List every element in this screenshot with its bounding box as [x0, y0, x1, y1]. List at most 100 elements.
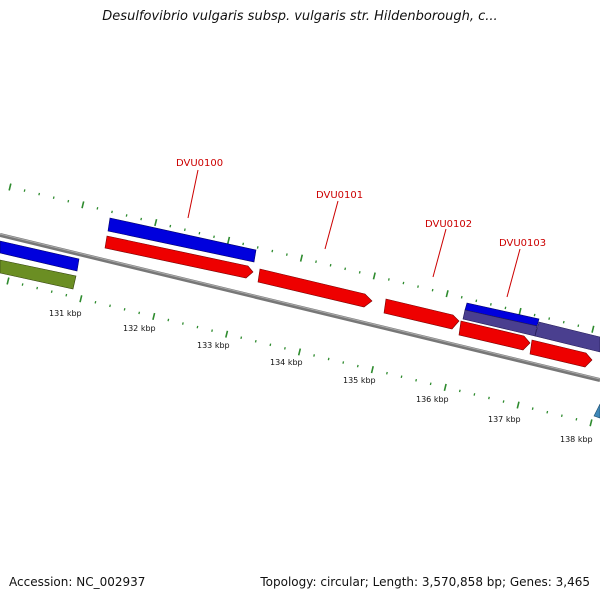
lower-scale-minor-tick [109, 304, 111, 308]
tick-label-133: 133 kbp [197, 341, 230, 350]
upper-scale-minor-tick [548, 317, 551, 320]
upper-scale-minor-tick [198, 231, 201, 235]
gene-label-dvu0100: DVU0100 [176, 158, 223, 169]
upper-scale-minor-tick [431, 288, 434, 292]
upper-scale-major-tick [81, 201, 85, 209]
lower-scale-minor-tick [94, 300, 97, 304]
gene-label-dvu0102: DVU0102 [425, 219, 472, 230]
tick-label-134: 134 kbp [270, 358, 303, 367]
lower-scale-minor-tick [181, 322, 184, 325]
tick-label-132: 132 kbp [123, 324, 156, 333]
gene-olive-left[interactable] [0, 259, 77, 290]
upper-scale-minor-tick [387, 278, 390, 281]
lower-scale-minor-tick [50, 290, 53, 293]
lower-scale-minor-tick [21, 283, 24, 286]
gene-blue-left[interactable] [0, 240, 80, 272]
lower-scale-minor-tick [356, 364, 359, 368]
lower-scale-major-tick [152, 312, 156, 321]
lower-scale-major-tick [6, 277, 10, 285]
leader-dvu0100 [187, 169, 199, 219]
lower-scale-minor-tick [65, 293, 68, 297]
gene-dvu0101-red[interactable] [257, 268, 373, 308]
lower-scale-minor-tick [546, 410, 549, 414]
upper-scale-major-tick [299, 254, 304, 262]
upper-scale-minor-tick [285, 253, 288, 256]
lower-scale-minor-tick [560, 414, 563, 418]
lower-scale-ticks [6, 277, 593, 427]
lower-scale-major-tick [516, 401, 520, 409]
accession-text: Accession: NC_002937 [9, 575, 146, 589]
upper-scale-major-tick [445, 290, 449, 298]
upper-scale-minor-tick [344, 267, 347, 271]
tick-label-138: 138 kbp [560, 435, 593, 444]
lower-scale-major-tick [225, 330, 229, 338]
gene-label-dvu0103: DVU0103 [499, 238, 546, 249]
upper-scale-minor-tick [329, 263, 332, 267]
upper-scale-ticks [8, 183, 595, 333]
upper-scale-major-tick [591, 325, 595, 333]
upper-scale-minor-tick [460, 295, 463, 299]
upper-scale-minor-tick [67, 199, 70, 203]
gene-label-dvu0101: DVU0101 [316, 190, 363, 201]
upper-scale-minor-tick [111, 210, 113, 214]
upper-scale-minor-tick [256, 246, 259, 249]
lower-scale-major-tick [443, 383, 447, 391]
map-title: Desulfovibrio vulgaris subsp. vulgaris s… [102, 9, 498, 24]
lower-scale-minor-tick [254, 339, 257, 343]
gene-dvu0100-blue[interactable] [107, 217, 257, 263]
lower-scale-minor-tick [473, 393, 476, 396]
lower-scale-major-tick [370, 366, 374, 374]
gene-dvu0103-red[interactable] [458, 320, 531, 351]
genome-summary-text: Topology: circular; Length: 3,570,858 bp… [260, 575, 590, 589]
upper-scale-minor-tick [504, 306, 507, 310]
leader-dvu0101 [324, 200, 339, 250]
lower-scale-minor-tick [575, 417, 578, 421]
leader-dvu0103 [506, 248, 521, 298]
lower-scale-minor-tick [488, 396, 490, 400]
upper-scale-minor-tick [271, 249, 274, 253]
upper-scale-minor-tick [417, 285, 419, 288]
upper-scale-major-tick [226, 236, 231, 244]
upper-scale-minor-tick [562, 320, 565, 324]
lower-scale-minor-tick [167, 318, 170, 322]
genome-backbone [0, 233, 600, 382]
upper-scale-minor-tick [402, 281, 405, 285]
lower-scale-major-tick [297, 348, 302, 356]
upper-scale-minor-tick [475, 299, 478, 303]
upper-scale-minor-tick [577, 324, 580, 328]
lower-scale-minor-tick [211, 329, 213, 332]
gene-purple-b[interactable] [534, 321, 600, 353]
lower-scale-minor-tick [269, 343, 272, 347]
genome-backbone-highlight [0, 233, 600, 380]
lower-scale-minor-tick [502, 400, 505, 403]
lower-scale-minor-tick [415, 378, 418, 382]
lower-scale-minor-tick [138, 311, 141, 315]
gene-teal-edge[interactable] [593, 403, 600, 419]
lower-scale-minor-tick [342, 361, 345, 364]
upper-scale-minor-tick [315, 260, 317, 264]
upper-scale-minor-tick [213, 235, 215, 239]
lower-scale-major-tick [79, 295, 83, 303]
upper-scale-minor-tick [358, 271, 361, 274]
gene-red-right[interactable] [529, 339, 593, 368]
tick-label-135: 135 kbp [343, 376, 376, 385]
lower-scale-minor-tick [386, 371, 388, 375]
lower-scale-minor-tick [400, 375, 403, 379]
upper-scale-minor-tick [169, 224, 172, 228]
lower-scale-minor-tick [313, 354, 315, 357]
lower-scale-minor-tick [240, 336, 243, 340]
upper-scale-minor-tick [52, 196, 55, 199]
upper-scale-major-tick [518, 307, 522, 316]
upper-scale-major-tick [154, 218, 158, 227]
lower-scale-minor-tick [123, 308, 126, 311]
lower-scale-minor-tick [429, 382, 432, 386]
upper-scale-minor-tick [489, 303, 492, 306]
upper-scale-minor-tick [242, 242, 245, 246]
upper-scale-minor-tick [140, 217, 143, 221]
upper-scale-minor-tick [23, 189, 26, 192]
upper-scale-minor-tick [533, 313, 536, 317]
gene-dvu0102-red[interactable] [383, 298, 460, 330]
gene-dvu0100-red[interactable] [104, 235, 254, 279]
upper-scale-minor-tick [38, 192, 41, 196]
